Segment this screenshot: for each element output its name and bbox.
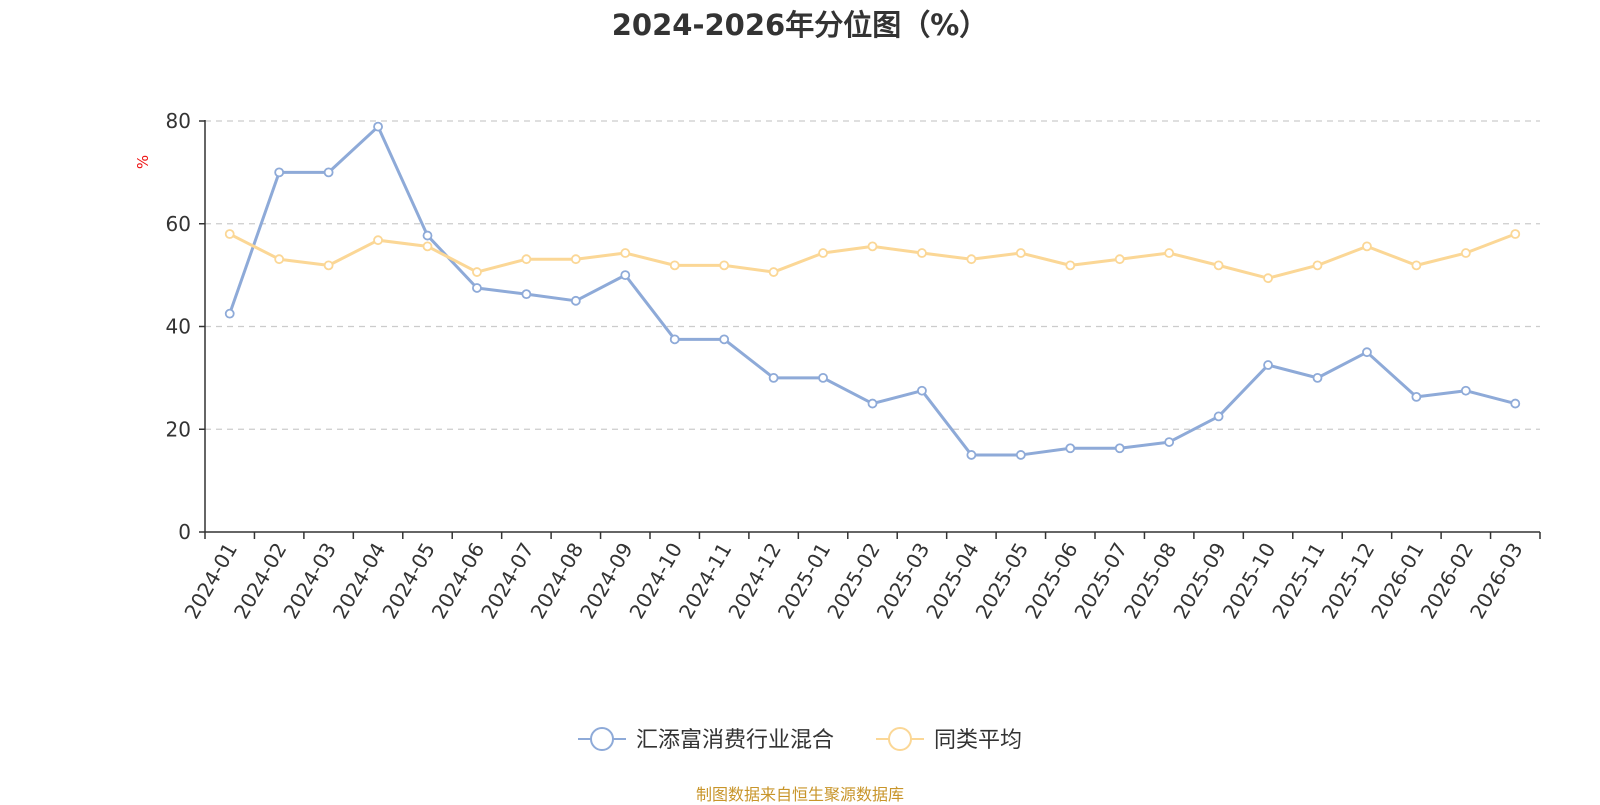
data-point[interactable]: [1065, 260, 1076, 271]
data-point[interactable]: [1164, 248, 1175, 258]
data-point[interactable]: [669, 260, 680, 271]
y-tick-label: 20: [166, 417, 191, 441]
axes: 020406080%2024-012024-022024-032024-0420…: [134, 109, 1541, 623]
y-tick-label: 60: [166, 212, 191, 236]
legend: 汇添富消费行业混合 同类平均: [578, 727, 1022, 753]
y-tick-label: 40: [166, 315, 191, 339]
data-point[interactable]: [620, 270, 631, 281]
data-point[interactable]: [1510, 229, 1521, 239]
data-point[interactable]: [1114, 443, 1125, 454]
data-point[interactable]: [323, 167, 334, 178]
data-point[interactable]: [1312, 260, 1323, 271]
y-tick-label: 80: [166, 109, 191, 133]
data-point[interactable]: [274, 254, 285, 265]
data-point[interactable]: [719, 334, 730, 345]
data-point[interactable]: [1065, 443, 1076, 454]
data-point[interactable]: [472, 267, 482, 277]
legend-label: 汇添富消费行业混合: [636, 728, 834, 753]
legend-label: 同类平均: [934, 728, 1022, 753]
data-point[interactable]: [966, 254, 977, 265]
data-point[interactable]: [472, 283, 482, 293]
data-point[interactable]: [1015, 248, 1026, 258]
data-point[interactable]: [373, 121, 383, 132]
series-line-1: [229, 232, 1516, 280]
data-point[interactable]: [669, 334, 680, 345]
data-point[interactable]: [373, 235, 383, 246]
data-point[interactable]: [224, 229, 235, 239]
data-point[interactable]: [422, 230, 433, 241]
data-point[interactable]: [1015, 450, 1026, 460]
data-point[interactable]: [274, 167, 285, 178]
data-point[interactable]: [620, 248, 631, 258]
series-0: [224, 121, 1521, 460]
data-point[interactable]: [1263, 360, 1273, 370]
data-point[interactable]: [1362, 347, 1372, 358]
data-point[interactable]: [570, 295, 581, 306]
series-1: [224, 229, 1521, 284]
data-point[interactable]: [818, 372, 828, 383]
data-point[interactable]: [1411, 260, 1422, 271]
legend-marker: [888, 727, 912, 751]
data-point[interactable]: [917, 248, 927, 258]
data-point[interactable]: [570, 254, 581, 265]
data-point[interactable]: [966, 450, 977, 460]
data-point[interactable]: [1114, 254, 1125, 265]
data-point[interactable]: [422, 241, 433, 252]
data-point[interactable]: [1263, 273, 1273, 284]
data-point[interactable]: [1362, 241, 1372, 252]
data-point[interactable]: [1460, 248, 1471, 258]
data-point[interactable]: [521, 254, 532, 265]
y-axis-label: %: [134, 155, 152, 169]
source-note: 制图数据来自恒生聚源数据库: [695, 785, 904, 804]
data-point[interactable]: [1460, 385, 1471, 396]
data-point[interactable]: [818, 248, 828, 258]
chart-title: 2024-2026年分位图（%）: [611, 8, 989, 42]
legend-item-0[interactable]: 汇添富消费行业混合: [578, 727, 834, 753]
data-point[interactable]: [1213, 260, 1224, 271]
data-point[interactable]: [1312, 372, 1323, 383]
data-point[interactable]: [768, 267, 779, 277]
data-point[interactable]: [719, 260, 730, 271]
data-point[interactable]: [1411, 391, 1422, 402]
data-point[interactable]: [1213, 411, 1224, 422]
data-point[interactable]: [224, 308, 235, 319]
legend-marker: [590, 727, 614, 751]
y-tick-label: 0: [178, 520, 191, 544]
grid-lines: [205, 120, 1540, 430]
data-point[interactable]: [1164, 437, 1175, 447]
series-lines: [224, 121, 1521, 460]
legend-item-1[interactable]: 同类平均: [876, 727, 1022, 753]
data-point[interactable]: [1510, 398, 1521, 409]
data-point[interactable]: [768, 372, 779, 383]
data-point[interactable]: [867, 241, 878, 252]
data-point[interactable]: [521, 289, 532, 300]
data-point[interactable]: [917, 385, 927, 396]
data-point[interactable]: [867, 398, 878, 409]
data-point[interactable]: [323, 260, 334, 271]
